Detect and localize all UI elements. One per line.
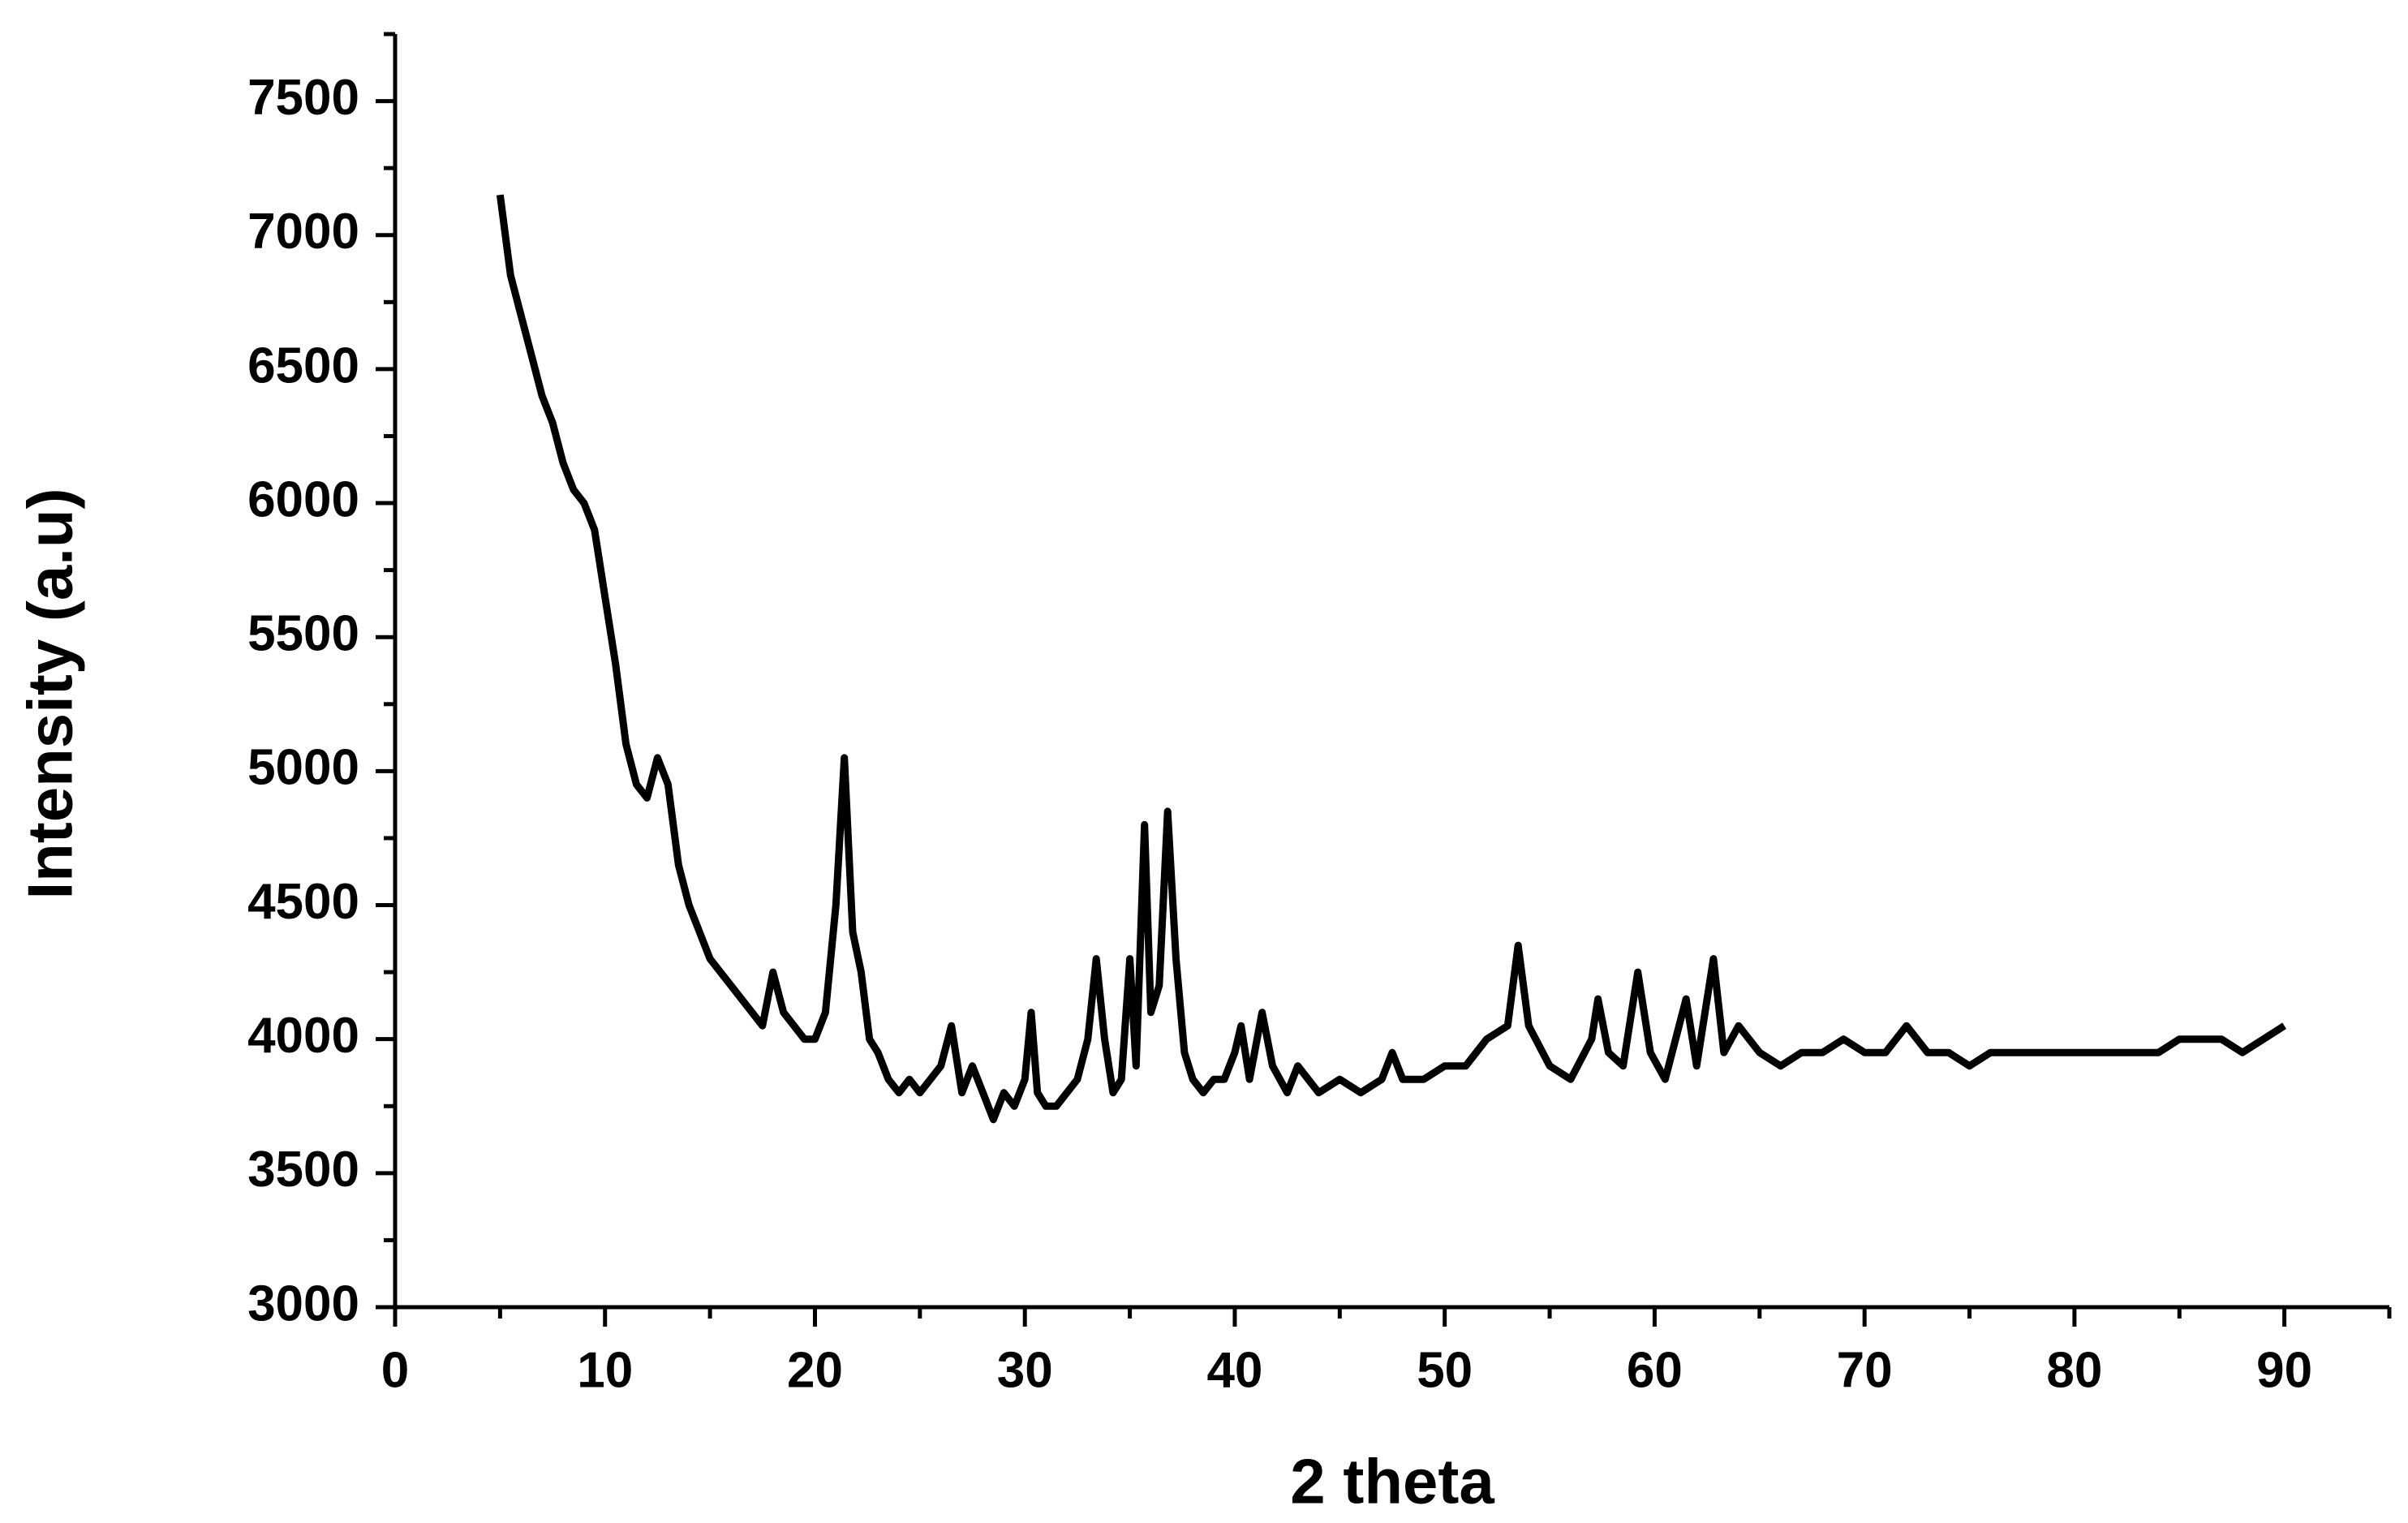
x-tick-label: 20 <box>787 1342 843 1398</box>
y-tick-label: 6500 <box>247 338 359 394</box>
y-tick-label: 4000 <box>247 1008 359 1064</box>
x-tick-label: 10 <box>577 1342 633 1398</box>
x-tick-label: 50 <box>1417 1342 1473 1398</box>
x-tick-label: 30 <box>997 1342 1053 1398</box>
data-line <box>496 194 2287 1124</box>
x-tick-label: 80 <box>2046 1342 2102 1398</box>
y-tick-label: 3500 <box>247 1142 359 1198</box>
x-tick-label: 60 <box>1627 1342 1683 1398</box>
y-tick-label: 7000 <box>247 204 359 260</box>
x-tick-label: 0 <box>381 1342 409 1398</box>
x-tick-label: 90 <box>2256 1342 2312 1398</box>
x-tick-label: 40 <box>1206 1342 1262 1398</box>
x-tick-label: 70 <box>1837 1342 1893 1398</box>
y-axis-label: Intensity (a.u) <box>15 488 86 899</box>
y-tick-label: 6000 <box>247 471 359 527</box>
y-tick-label: 5000 <box>247 740 359 796</box>
y-tick-label: 4500 <box>247 874 359 930</box>
y-tick-label: 5500 <box>247 606 359 662</box>
y-tick-label: 3000 <box>247 1276 359 1332</box>
x-axis-label: 2 theta <box>1290 1446 1494 1517</box>
y-tick-label: 7500 <box>247 70 359 126</box>
